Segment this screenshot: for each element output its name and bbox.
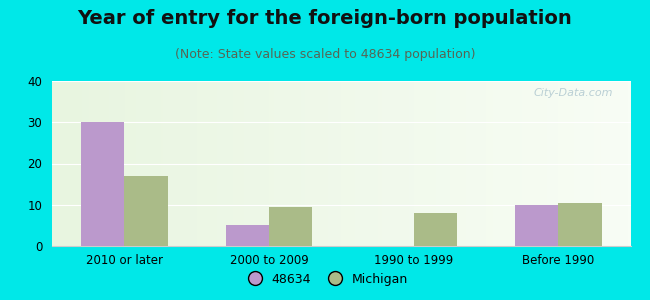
Bar xyxy=(413,213,457,246)
Bar xyxy=(81,122,124,246)
Legend: 48634, Michigan: 48634, Michigan xyxy=(237,268,413,291)
Bar xyxy=(226,225,269,246)
Text: Year of entry for the foreign-born population: Year of entry for the foreign-born popul… xyxy=(77,9,573,28)
Text: City-Data.com: City-Data.com xyxy=(534,88,613,98)
Bar xyxy=(558,203,601,246)
Text: (Note: State values scaled to 48634 population): (Note: State values scaled to 48634 popu… xyxy=(175,48,475,61)
Bar xyxy=(124,176,168,246)
Bar xyxy=(269,207,312,246)
Bar xyxy=(515,205,558,246)
